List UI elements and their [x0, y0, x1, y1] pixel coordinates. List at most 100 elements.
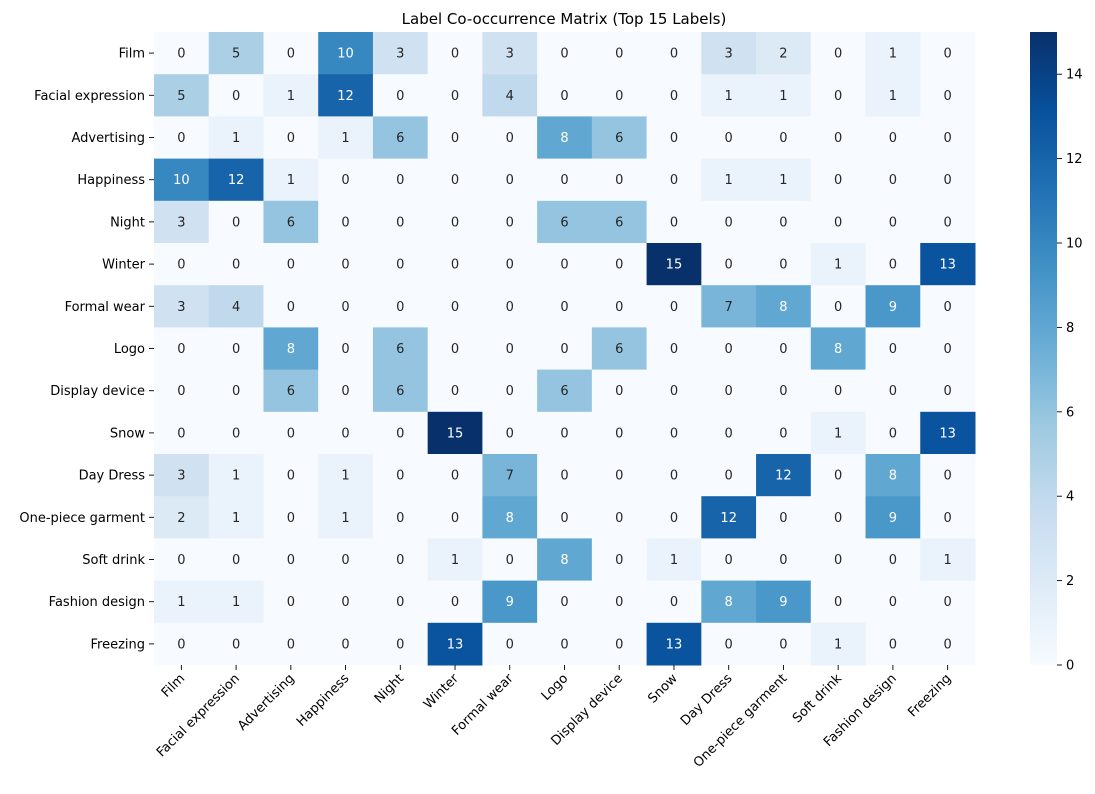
cell-value-label: 0: [725, 637, 733, 652]
cell-value-label: 0: [615, 553, 623, 568]
heatmap-cell: [591, 454, 648, 497]
heatmap-cell: [920, 74, 976, 117]
cell-value-label: 10: [337, 47, 354, 62]
cell-value-label: 0: [451, 469, 459, 484]
heatmap-cell: [756, 243, 812, 286]
heatmap-cell: [263, 285, 319, 328]
cell-value-label: 1: [177, 595, 185, 610]
heatmap-cell: [263, 496, 319, 539]
heatmap-cell: [756, 622, 812, 666]
heatmap-cell: [756, 580, 812, 624]
cell-value-label: 0: [889, 384, 897, 399]
heatmap-cell: [810, 116, 867, 160]
heatmap-cell: [701, 580, 757, 624]
colorbar-tick-label: 12: [1066, 152, 1083, 167]
heatmap-cell: [865, 200, 921, 244]
heatmap-cell: [756, 327, 812, 371]
cell-value-label: 0: [670, 131, 678, 146]
heatmap-cell: [920, 496, 976, 539]
heatmap-cell: [701, 32, 757, 75]
cell-value-label: 0: [943, 215, 951, 230]
heatmap-cell: [154, 158, 210, 202]
y-tick-label: Film: [119, 47, 145, 62]
cell-value-label: 0: [232, 258, 240, 273]
cell-value-label: 1: [889, 89, 897, 104]
cell-value-label: 3: [725, 47, 733, 62]
cell-value-label: 0: [341, 595, 349, 610]
heatmap-cell: [920, 285, 976, 328]
heatmap-cell: [318, 327, 374, 371]
heatmap-cell: [427, 74, 483, 117]
cell-value-label: 5: [232, 47, 240, 62]
cell-value-label: 0: [725, 553, 733, 568]
cell-value-label: 3: [506, 47, 514, 62]
x-tick-label: Freezing: [905, 671, 954, 720]
heatmap-cell: [427, 369, 483, 413]
heatmap-cell: [372, 622, 429, 666]
cell-value-label: 0: [341, 637, 349, 652]
cell-value-label: 0: [779, 511, 787, 526]
cell-value-label: 0: [670, 426, 678, 441]
heatmap-cell: [427, 243, 483, 286]
cell-value-label: 1: [889, 47, 897, 62]
cell-value-label: 0: [287, 469, 295, 484]
heatmap-cell: [810, 285, 867, 328]
heatmap-cell: [537, 327, 593, 371]
cell-value-label: 0: [834, 469, 842, 484]
cell-value-label: 0: [615, 258, 623, 273]
heatmap-cell: [154, 32, 210, 75]
heatmap-cell: [318, 74, 374, 117]
heatmap-cell: [591, 158, 648, 202]
cell-value-label: 0: [670, 300, 678, 315]
heatmap-cell: [263, 327, 319, 371]
cell-value-label: 9: [889, 511, 897, 526]
heatmap-cell: [646, 496, 702, 539]
heatmap-cell: [756, 369, 812, 413]
heatmap-cell: [318, 116, 374, 160]
cell-value-label: 0: [670, 595, 678, 610]
heatmap-cell: [701, 538, 757, 582]
heatmap-cell: [154, 622, 210, 666]
cell-value-label: 0: [670, 511, 678, 526]
heatmap-cell: [920, 116, 976, 160]
cell-value-label: 0: [615, 47, 623, 62]
heatmap-cell: [318, 538, 374, 582]
heatmap-cell: [372, 285, 429, 328]
y-tick-label: Snow: [110, 426, 145, 441]
cell-value-label: 0: [560, 637, 568, 652]
heatmap-cell: [427, 496, 483, 539]
heatmap-cell: [537, 158, 593, 202]
cell-value-label: 12: [775, 469, 792, 484]
cell-value-label: 0: [232, 426, 240, 441]
chart-title: Label Co-occurrence Matrix (Top 15 Label…: [402, 10, 727, 28]
cell-value-label: 0: [889, 595, 897, 610]
y-tick-label: Advertising: [71, 131, 145, 146]
heatmap-cell: [591, 369, 648, 413]
colorbar-tick-label: 0: [1066, 659, 1074, 674]
heatmap-cell: [646, 74, 702, 117]
heatmap-cell: [810, 622, 867, 666]
heatmap-cell: [372, 580, 429, 624]
heatmap-cell: [427, 285, 483, 328]
heatmap-cell: [537, 200, 593, 244]
heatmap-cell: [756, 538, 812, 582]
heatmap-cell: [208, 243, 264, 286]
heatmap-cell: [865, 158, 921, 202]
cell-value-label: 0: [779, 637, 787, 652]
cell-value-label: 0: [177, 131, 185, 146]
heatmap-cell: [154, 74, 210, 117]
cell-value-label: 0: [396, 215, 404, 230]
cell-value-label: 6: [287, 384, 295, 399]
cell-value-label: 13: [939, 258, 956, 273]
cell-value-label: 7: [725, 300, 733, 315]
heatmap-cell: [646, 369, 702, 413]
heatmap-cell: [701, 243, 757, 286]
heatmap-cell: [372, 74, 429, 117]
heatmap-cell: [810, 200, 867, 244]
heatmap-cell: [263, 32, 319, 75]
heatmap-cell: [372, 538, 429, 582]
heatmap-cell: [920, 32, 976, 75]
cell-value-label: 0: [615, 469, 623, 484]
cell-value-label: 0: [341, 384, 349, 399]
heatmap-cell: [920, 454, 976, 497]
